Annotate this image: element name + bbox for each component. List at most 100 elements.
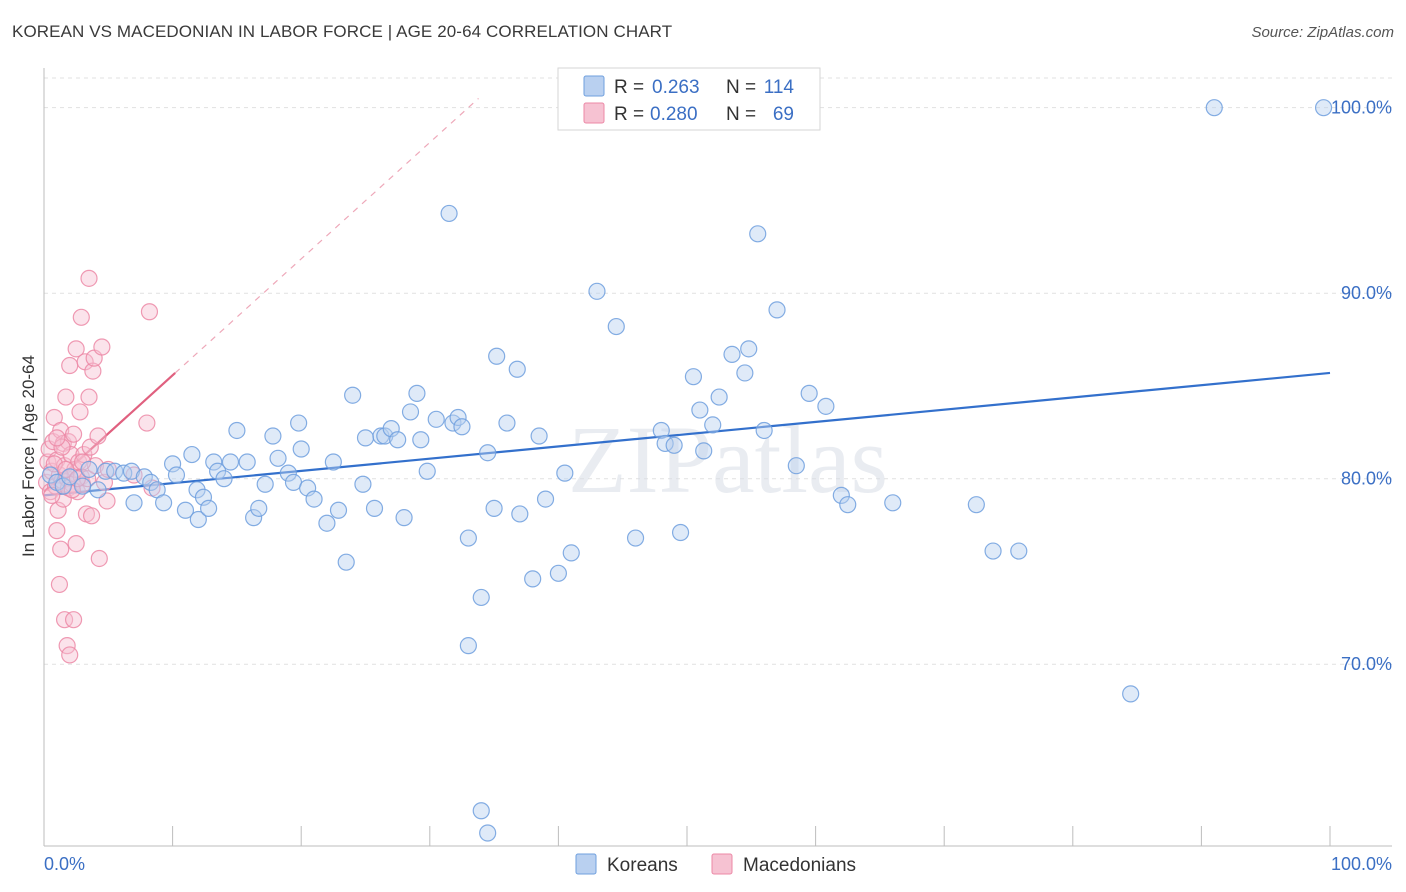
korean-point xyxy=(318,514,336,532)
korean-point xyxy=(472,802,490,820)
korean-point xyxy=(337,553,355,571)
macedonian-point xyxy=(63,481,81,499)
macedonian-point xyxy=(80,269,98,287)
y-tick-label: 70.0% xyxy=(1341,654,1392,674)
korean-point xyxy=(453,418,471,436)
macedonian-point xyxy=(64,425,83,443)
korean-point xyxy=(588,282,606,300)
korean-point xyxy=(356,429,375,447)
korean-point xyxy=(485,499,503,517)
korean-point xyxy=(164,455,182,473)
korean-point xyxy=(290,414,308,432)
macedonian-point xyxy=(67,340,85,358)
korean-point xyxy=(536,490,555,508)
macedonians-trend-extension xyxy=(174,97,479,374)
korean-point xyxy=(652,421,670,440)
macedonian-point xyxy=(71,403,89,421)
x-tick-label-max: 100.0% xyxy=(1331,854,1392,874)
korean-point xyxy=(695,442,713,460)
korean-point xyxy=(839,496,857,514)
y-tick-labels: 70.0% 80.0% 90.0% 100.0% xyxy=(1331,98,1392,675)
korean-point xyxy=(511,505,529,523)
macedonian-point xyxy=(57,388,75,406)
korean-point xyxy=(787,457,805,475)
korean-point xyxy=(671,523,690,542)
korean-point xyxy=(401,403,420,421)
legend-r-label-0: R = xyxy=(614,77,644,98)
korean-point xyxy=(418,462,436,480)
macedonians-legend-swatch xyxy=(711,853,733,875)
korean-point xyxy=(279,464,297,482)
korean-point xyxy=(704,416,722,434)
macedonian-point xyxy=(49,501,67,519)
korean-point xyxy=(97,462,115,480)
legend-n-value-0: 114 xyxy=(764,77,795,98)
macedonian-point xyxy=(67,535,85,553)
korean-point xyxy=(549,564,568,582)
korean-point xyxy=(176,501,195,519)
macedonian-point xyxy=(140,303,159,321)
korean-point xyxy=(205,453,223,471)
korean-point xyxy=(459,529,477,547)
korean-point xyxy=(395,509,413,527)
korean-point xyxy=(1010,542,1028,560)
korean-point xyxy=(427,410,445,428)
korean-point xyxy=(183,445,201,464)
macedonian-point xyxy=(72,308,90,326)
korean-point xyxy=(125,494,143,512)
y-tick-label: 100.0% xyxy=(1331,98,1392,118)
korean-point xyxy=(228,421,246,440)
chart-title: KOREAN VS MACEDONIAN IN LABOR FORCE | AG… xyxy=(12,22,673,41)
macedonian-point xyxy=(52,540,70,558)
korean-point xyxy=(264,427,282,445)
macedonian-point xyxy=(90,549,108,568)
korean-point xyxy=(498,414,516,432)
axes xyxy=(43,68,1392,847)
macedonian-point xyxy=(48,429,66,447)
legend-n-value-1: 69 xyxy=(773,104,794,125)
korean-point xyxy=(800,384,818,402)
korean-point xyxy=(329,501,348,519)
korean-point xyxy=(73,477,92,495)
koreans-legend-swatch xyxy=(575,853,597,875)
macedonian-point xyxy=(61,356,79,375)
koreans-legend-label: Koreans xyxy=(607,855,678,876)
korean-point xyxy=(1314,99,1333,117)
korean-point xyxy=(245,509,263,527)
legend-r-label-1: R = xyxy=(614,104,644,125)
korean-point xyxy=(250,499,268,517)
korean-point xyxy=(749,225,767,243)
korean-point xyxy=(479,824,497,842)
korean-point xyxy=(736,364,754,382)
korean-point xyxy=(607,317,625,336)
korean-point xyxy=(530,427,548,445)
macedonian-point xyxy=(80,388,98,406)
macedonian-point xyxy=(64,611,83,629)
korean-point xyxy=(884,494,902,512)
korean-point xyxy=(817,397,835,415)
legend-n-label-1: N = xyxy=(726,104,756,125)
korean-point xyxy=(508,360,526,378)
koreans-trend-line xyxy=(43,371,1331,497)
korean-point xyxy=(755,421,773,440)
korean-point xyxy=(691,401,709,419)
korean-point xyxy=(449,408,467,427)
legend-n-label-0: N = xyxy=(726,77,756,98)
korean-point xyxy=(305,490,323,508)
korean-point xyxy=(215,470,233,488)
korean-point xyxy=(154,494,173,512)
korean-point xyxy=(723,345,741,364)
korean-point xyxy=(256,475,274,493)
macedonian-point xyxy=(93,338,111,356)
y-tick-label: 90.0% xyxy=(1341,283,1392,303)
macedonian-point xyxy=(43,486,61,504)
korean-point xyxy=(626,529,645,547)
korean-point xyxy=(488,347,506,365)
trend-lines xyxy=(43,97,1331,497)
korean-point xyxy=(740,340,758,358)
korean-point xyxy=(200,499,218,517)
macedonian-point xyxy=(50,575,69,594)
korean-point xyxy=(967,496,985,514)
korean-point xyxy=(832,486,850,504)
macedonian-point xyxy=(84,362,102,380)
